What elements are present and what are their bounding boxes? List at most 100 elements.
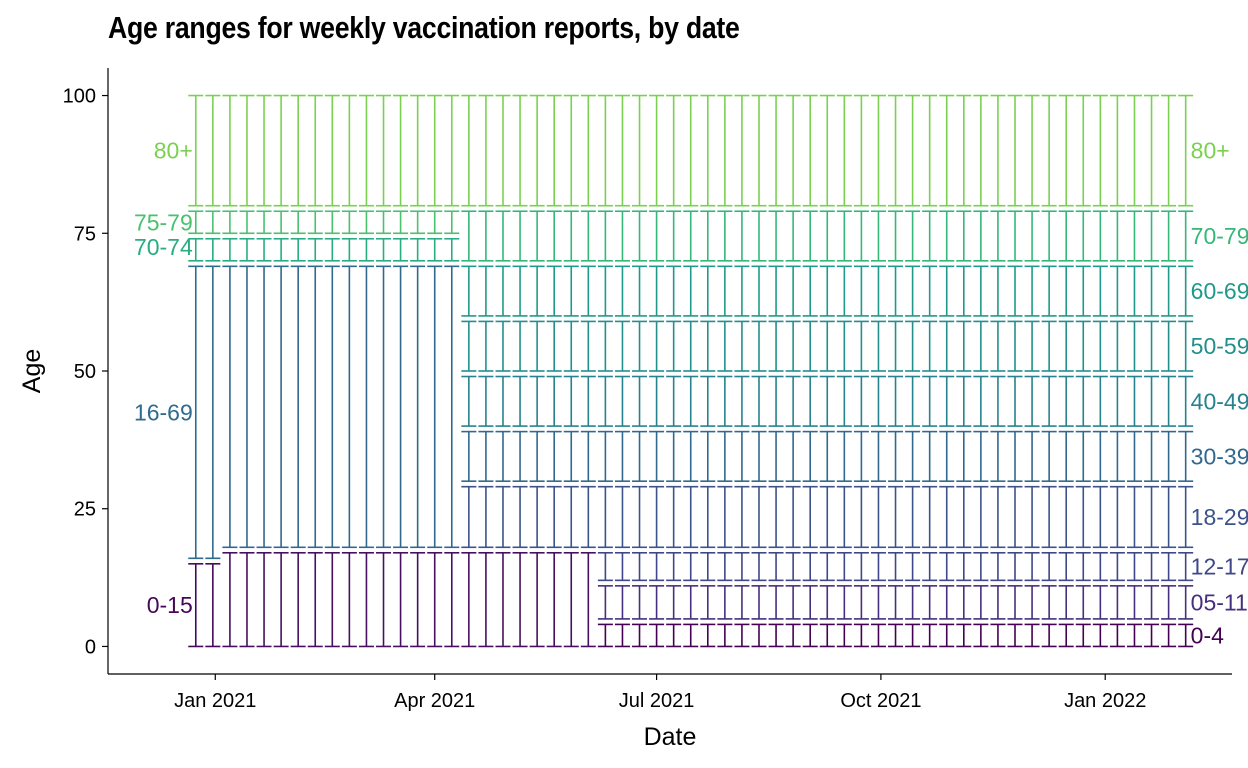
error-bar-70-79 (1058, 210, 1074, 262)
error-bar-60-69 (802, 265, 818, 317)
error-bar-60-69 (1178, 265, 1194, 317)
error-bar-12-17 (853, 551, 869, 582)
error-bar-70-79 (905, 210, 921, 262)
error-bar-18-29 (1007, 485, 1023, 549)
x-tick-label: Apr 2021 (394, 690, 475, 712)
error-bar-40-49 (614, 375, 630, 427)
error-bar-70-79 (1126, 210, 1142, 262)
error-bar-05-11 (1092, 585, 1108, 620)
error-bar-40-49 (1007, 375, 1023, 427)
error-bar-40-49 (751, 375, 767, 427)
error-bar-0-4 (1075, 623, 1091, 648)
error-bar-18-29 (1092, 485, 1108, 549)
error-bar-80+ (802, 94, 818, 207)
error-bar-05-11 (649, 585, 665, 620)
error-bar-0-17 (341, 551, 357, 648)
error-bar-05-11 (905, 585, 921, 620)
error-bar-30-39 (836, 430, 852, 482)
error-bar-60-69 (1007, 265, 1023, 317)
error-bar-40-49 (888, 375, 904, 427)
error-bar-80+ (512, 94, 528, 207)
error-bar-60-69 (461, 265, 477, 317)
error-bar-70-79 (546, 210, 562, 262)
error-bar-0-17 (239, 551, 255, 648)
error-bar-12-17 (1161, 551, 1177, 582)
error-bar-70-79 (939, 210, 955, 262)
error-bar-30-39 (956, 430, 972, 482)
error-bar-05-11 (768, 585, 784, 620)
right-band-label: 12-17 (1191, 554, 1248, 580)
error-bar-70-79 (495, 210, 511, 262)
error-bar-0-4 (956, 623, 972, 648)
error-bar-18-29 (614, 485, 630, 549)
error-bar-40-49 (836, 375, 852, 427)
error-bar-40-49 (632, 375, 648, 427)
error-bar-18-29 (819, 485, 835, 549)
error-bar-30-39 (717, 430, 733, 482)
error-bar-80+ (376, 94, 392, 207)
error-bar-0-4 (853, 623, 869, 648)
error-bar-70-79 (1178, 210, 1194, 262)
error-bar-18-69 (307, 265, 323, 549)
error-bar-60-69 (853, 265, 869, 317)
error-bar-60-69 (495, 265, 511, 317)
error-bar-70-79 (597, 210, 613, 262)
error-bar-70-79 (478, 210, 494, 262)
error-bar-80+ (819, 94, 835, 207)
error-bar-75-79 (444, 210, 460, 235)
error-bar-75-79 (239, 210, 255, 235)
error-bar-50-59 (717, 320, 733, 372)
error-bar-30-39 (666, 430, 682, 482)
error-bar-50-59 (956, 320, 972, 372)
error-bar-18-29 (717, 485, 733, 549)
error-bar-12-17 (802, 551, 818, 582)
error-bar-80+ (444, 94, 460, 207)
error-bar-80+ (529, 94, 545, 207)
error-bar-0-4 (870, 623, 886, 648)
error-bar-50-59 (802, 320, 818, 372)
error-bar-0-17 (307, 551, 323, 648)
error-bar-50-59 (1024, 320, 1040, 372)
error-bar-50-59 (614, 320, 630, 372)
error-bar-70-79 (956, 210, 972, 262)
error-bar-12-17 (700, 551, 716, 582)
error-bar-80+ (785, 94, 801, 207)
error-bar-80+ (1161, 94, 1177, 207)
error-bar-05-11 (973, 585, 989, 620)
error-bar-50-59 (819, 320, 835, 372)
error-bar-70-79 (751, 210, 767, 262)
error-bar-70-79 (717, 210, 733, 262)
error-bar-0-4 (939, 623, 955, 648)
error-bar-40-49 (785, 375, 801, 427)
error-bar-40-49 (1178, 375, 1194, 427)
error-bar-40-49 (1041, 375, 1057, 427)
error-bar-30-39 (1058, 430, 1074, 482)
error-bar-50-59 (546, 320, 562, 372)
error-bar-18-69 (256, 265, 272, 549)
error-bar-30-39 (939, 430, 955, 482)
error-bar-70-79 (614, 210, 630, 262)
error-bar-30-39 (1161, 430, 1177, 482)
error-bar-80+ (649, 94, 665, 207)
error-bar-05-11 (700, 585, 716, 620)
error-bar-12-17 (614, 551, 630, 582)
error-bar-18-29 (580, 485, 596, 549)
error-bar-80+ (870, 94, 886, 207)
error-bar-40-49 (478, 375, 494, 427)
error-bar-40-49 (700, 375, 716, 427)
error-bar-0-4 (768, 623, 784, 648)
error-bar-75-79 (307, 210, 323, 235)
error-bar-50-59 (478, 320, 494, 372)
error-bar-80+ (597, 94, 613, 207)
error-bar-70-79 (700, 210, 716, 262)
error-bar-70-79 (666, 210, 682, 262)
error-bar-40-49 (717, 375, 733, 427)
left-band-label: 80+ (154, 138, 193, 164)
error-bar-75-79 (273, 210, 289, 235)
x-tick-label: Oct 2021 (840, 690, 921, 712)
error-bar-80+ (358, 94, 374, 207)
error-bar-60-69 (683, 265, 699, 317)
error-bar-80+ (580, 94, 596, 207)
error-bar-0-17 (222, 551, 238, 648)
error-bar-05-11 (836, 585, 852, 620)
